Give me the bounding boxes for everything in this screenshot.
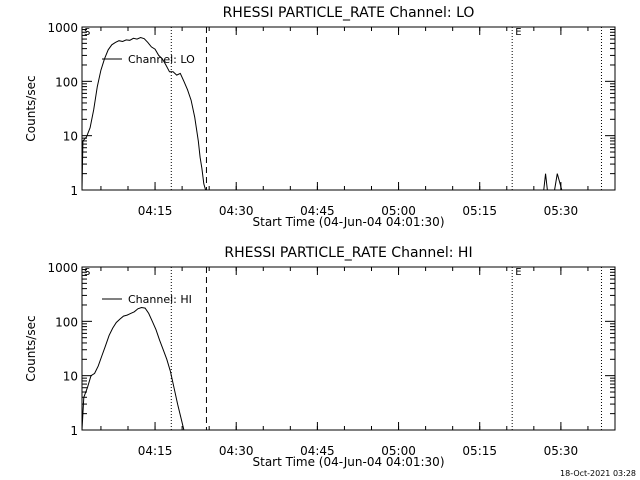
x-tick-label: 04:45 <box>300 444 335 458</box>
plot-frame <box>81 26 616 191</box>
x-axis-label: Start Time (04-Jun-04 04:01:30) <box>253 455 445 469</box>
late-blip <box>543 173 548 191</box>
legend-label: Channel: LO <box>128 53 195 66</box>
footer-timestamp: 18-Oct-2021 03:28 <box>560 469 636 478</box>
legend-label: Channel: HI <box>128 293 192 306</box>
y-tick-label: 1 <box>70 184 78 198</box>
x-tick-label: 04:30 <box>219 204 254 218</box>
corner-label: S <box>84 27 90 38</box>
y-tick-label: 1000 <box>47 21 78 35</box>
series-line <box>81 306 185 431</box>
chart-panel-lo: RHESSI PARTICLE_RATE Channel: LO Counts/s… <box>24 5 616 229</box>
y-tick-label: 1 <box>70 424 78 438</box>
series-line <box>81 36 207 191</box>
x-tick-label: 05:00 <box>381 204 416 218</box>
x-tick-label: 05:00 <box>381 444 416 458</box>
x-axis-label: Start Time (04-Jun-04 04:01:30) <box>253 215 445 229</box>
y-tick-label: 10 <box>63 370 78 384</box>
chart-title: RHESSI PARTICLE_RATE Channel: LO <box>223 5 475 21</box>
x-tick-label: 04:45 <box>300 204 335 218</box>
plot-frame <box>81 266 616 431</box>
marker-label: E <box>515 267 521 278</box>
x-tick-label: 04:30 <box>219 444 254 458</box>
chart-panel-hi: RHESSI PARTICLE_RATE Channel: HI Counts/s… <box>24 245 616 469</box>
y-axis-label: Counts/sec <box>24 75 38 141</box>
late-blip <box>554 173 563 191</box>
y-axis-label: Counts/sec <box>24 315 38 381</box>
x-tick-label: 05:30 <box>544 444 579 458</box>
chart-title: RHESSI PARTICLE_RATE Channel: HI <box>224 245 472 261</box>
x-tick-label: 05:15 <box>462 444 497 458</box>
y-tick-label: 1000 <box>47 261 78 275</box>
y-tick-label: 100 <box>55 75 78 89</box>
y-tick-label: 100 <box>55 315 78 329</box>
y-tick-label: 10 <box>63 130 78 144</box>
x-tick-label: 04:15 <box>138 204 173 218</box>
marker-label: E <box>515 27 521 38</box>
x-tick-label: 05:30 <box>544 204 579 218</box>
x-tick-label: 05:15 <box>462 204 497 218</box>
x-tick-label: 04:15 <box>138 444 173 458</box>
corner-label: S <box>84 267 90 278</box>
